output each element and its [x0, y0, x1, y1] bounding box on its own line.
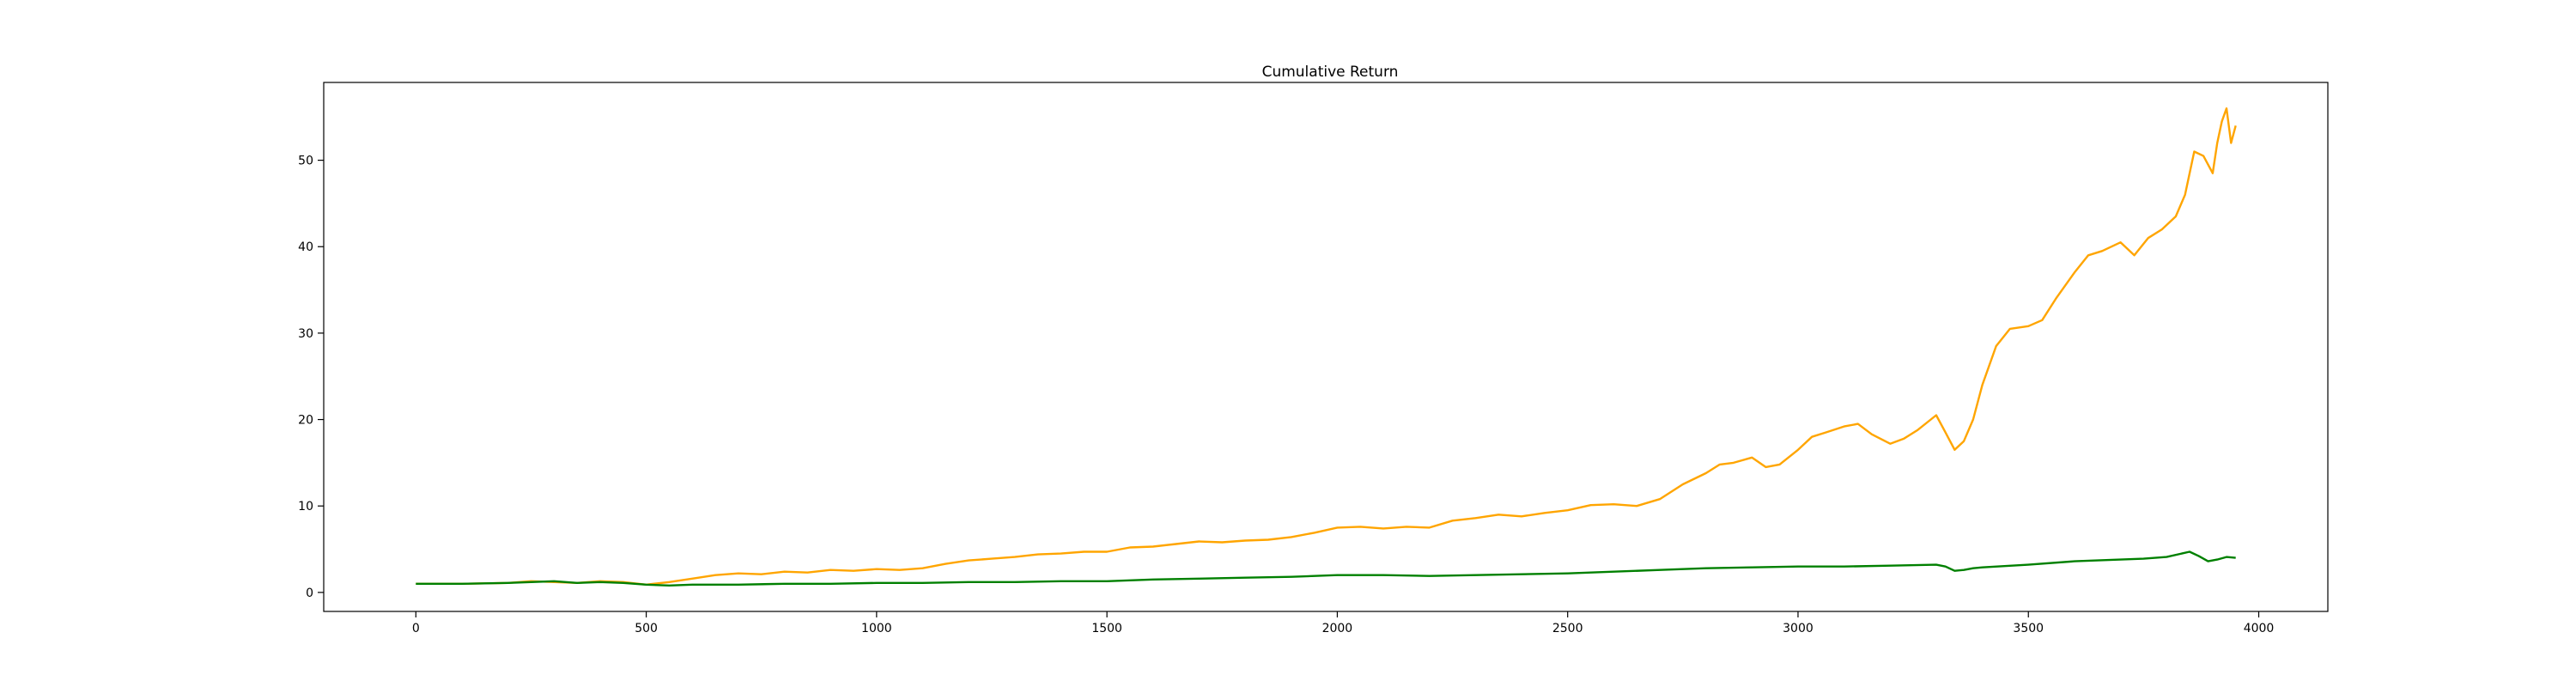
x-tick-label: 2000: [1322, 622, 1353, 635]
y-tick-label: 10: [298, 500, 313, 514]
series-layer: [416, 107, 2237, 587]
y-tick-label: 50: [298, 155, 313, 168]
series-line-2: [416, 550, 2236, 587]
y-tick-label: 0: [306, 587, 313, 600]
series-line-1: [416, 107, 2237, 586]
x-tick-label: 3000: [1783, 622, 1814, 635]
x-tick-label: 4000: [2244, 622, 2275, 635]
x-tick-label: 1000: [861, 622, 892, 635]
x-tick-label: 1500: [1091, 622, 1122, 635]
y-tick-label: 30: [298, 327, 313, 341]
chart-title: Cumulative Return: [1262, 64, 1399, 81]
x-tick-label: 500: [635, 622, 658, 635]
x-tick-label: 0: [412, 622, 420, 635]
y-tick-label: 40: [298, 240, 313, 254]
x-tick-label: 2500: [1552, 622, 1583, 635]
x-tick-label: 3500: [2013, 622, 2044, 635]
y-axis: 0 10 20 30 40 50: [298, 155, 324, 600]
x-axis: 0 500 1000 1500 2000 2500 3000 3500 4000: [412, 611, 2274, 635]
y-tick-label: 20: [298, 414, 313, 428]
plot-area-frame: [323, 82, 2329, 612]
